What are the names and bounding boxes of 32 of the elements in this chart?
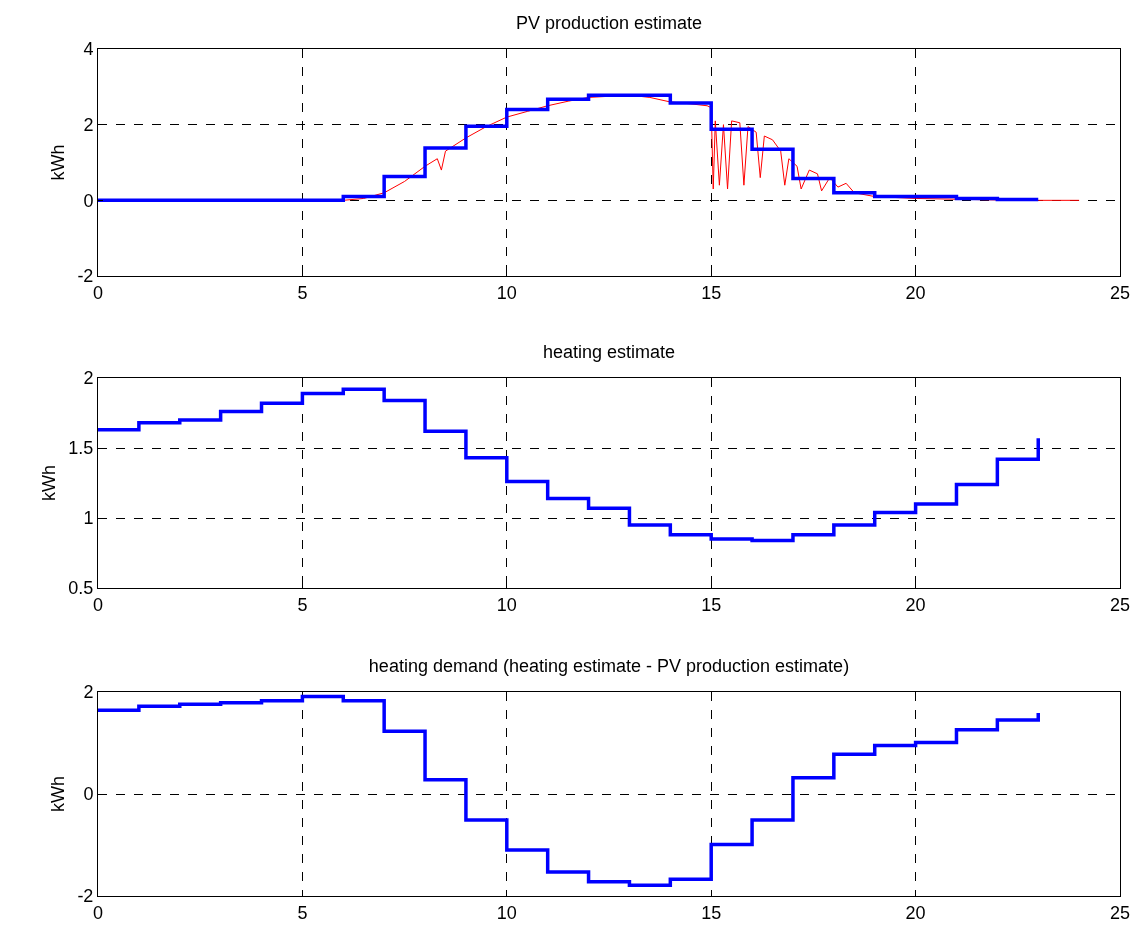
x-tick-label: 5 — [297, 902, 308, 923]
x-tick-label: 10 — [496, 594, 517, 615]
x-tick-label: 25 — [1109, 282, 1131, 303]
chart-title: PV production estimate — [515, 13, 703, 33]
x-tick-label: 10 — [496, 282, 517, 303]
y-tick-label: 2 — [83, 114, 94, 135]
y-tick-label: 2 — [83, 682, 94, 703]
x-tick-label: 25 — [1109, 902, 1131, 923]
chart-title: heating demand (heating estimate - PV production estimate) — [368, 656, 850, 676]
x-tick-label: 15 — [701, 902, 722, 923]
x-tick-label: 20 — [905, 282, 926, 303]
x-tick-label: 5 — [297, 282, 308, 303]
y-tick-label: 1.5 — [68, 438, 94, 459]
y-axis-title: kWh — [47, 776, 68, 812]
y-tick-label: -2 — [77, 886, 94, 907]
y-axis-title: kWh — [47, 144, 68, 181]
y-tick-label: 4 — [83, 39, 94, 60]
x-tick-label: 15 — [701, 282, 722, 303]
y-tick-label: 0 — [83, 784, 94, 805]
y-tick-label: -2 — [77, 266, 94, 287]
x-tick-label: 10 — [496, 902, 517, 923]
x-tick-label: 5 — [297, 594, 308, 615]
chart-title: heating estimate — [542, 342, 676, 362]
y-tick-label: 0 — [83, 190, 94, 211]
x-tick-label: 20 — [905, 902, 926, 923]
x-tick-label: 15 — [701, 594, 722, 615]
y-axis-title: kWh — [38, 465, 59, 501]
x-tick-label: 20 — [905, 594, 926, 615]
x-tick-label: 25 — [1109, 594, 1131, 615]
y-tick-label: 1 — [83, 508, 94, 529]
y-tick-label: 2 — [83, 368, 94, 389]
y-tick-label: 0.5 — [68, 578, 94, 599]
